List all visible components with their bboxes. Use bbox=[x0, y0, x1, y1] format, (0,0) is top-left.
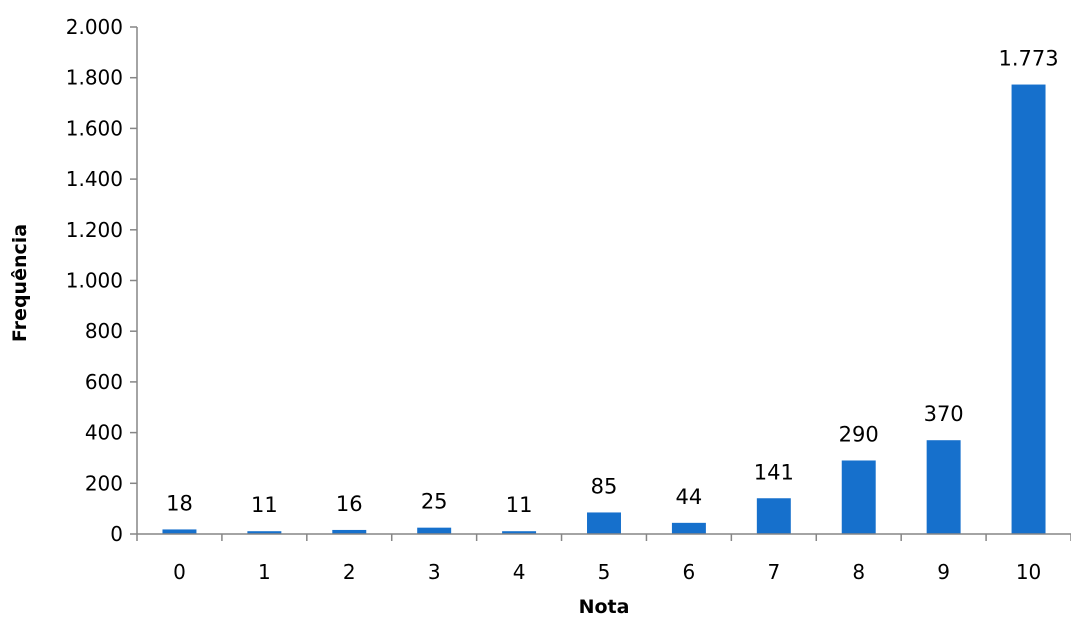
y-axis-title: Frequência bbox=[9, 224, 31, 342]
x-tick-label: 2 bbox=[343, 560, 356, 584]
bar bbox=[417, 527, 452, 534]
bar bbox=[926, 440, 961, 534]
bar bbox=[756, 498, 791, 534]
y-tick-label: 600 bbox=[85, 370, 123, 394]
bar bbox=[162, 529, 197, 534]
y-axis: 0 200 400 600 800 1.000 1.200 1.400 1.600 1.800 2.… bbox=[66, 15, 138, 546]
y-tick-label: 200 bbox=[85, 471, 123, 495]
bar bbox=[247, 531, 282, 534]
bars-group bbox=[162, 84, 1046, 535]
data-label: 18 bbox=[166, 491, 193, 515]
x-tick-label: 4 bbox=[513, 560, 526, 584]
bar bbox=[502, 531, 537, 534]
x-tick-label: 9 bbox=[937, 560, 950, 584]
x-tick-label: 0 bbox=[173, 560, 186, 584]
bar bbox=[841, 460, 876, 534]
bar bbox=[671, 522, 706, 534]
bar bbox=[587, 512, 621, 534]
data-label: 290 bbox=[839, 422, 879, 446]
data-label: 44 bbox=[676, 485, 703, 509]
x-tick-label: 1 bbox=[258, 560, 271, 584]
data-label: 11 bbox=[251, 493, 278, 517]
bar bbox=[1011, 84, 1046, 535]
x-tick-label: 10 bbox=[1016, 560, 1041, 584]
data-label: 1.773 bbox=[998, 47, 1058, 71]
data-label: 25 bbox=[421, 490, 448, 514]
data-label: 11 bbox=[506, 493, 533, 517]
x-tick-label: 5 bbox=[598, 560, 611, 584]
x-tick-label: 6 bbox=[683, 560, 696, 584]
y-tick-label: 2.000 bbox=[66, 15, 123, 39]
x-tick-label: 8 bbox=[852, 560, 865, 584]
x-tick-label: 7 bbox=[767, 560, 780, 584]
x-axis-title: Nota bbox=[579, 596, 630, 618]
data-label: 141 bbox=[754, 460, 794, 484]
data-label: 16 bbox=[336, 492, 363, 516]
y-tick-label: 800 bbox=[85, 319, 123, 343]
y-tick-label: 1.000 bbox=[66, 269, 123, 293]
x-axis: 0 1 2 3 4 5 6 7 8 9 10 bbox=[136, 533, 1071, 584]
y-tick-label: 1.400 bbox=[66, 167, 123, 191]
data-label: 370 bbox=[924, 402, 964, 426]
x-tick-label: 3 bbox=[428, 560, 441, 584]
data-labels-group: 18 11 16 25 11 85 44 141 290 370 1.773 bbox=[166, 47, 1059, 518]
y-tick-label: 1.800 bbox=[66, 66, 123, 90]
y-tick-label: 1.600 bbox=[66, 116, 123, 140]
y-tick-label: 400 bbox=[85, 421, 123, 445]
y-tick-label: 1.200 bbox=[66, 218, 123, 242]
data-label: 85 bbox=[591, 474, 618, 498]
bar bbox=[332, 529, 367, 534]
y-tick-label: 0 bbox=[110, 522, 123, 546]
